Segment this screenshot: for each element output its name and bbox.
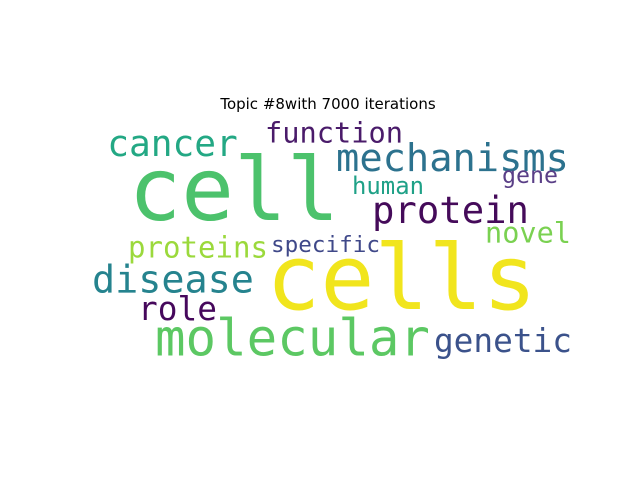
word-gene: gene — [502, 162, 558, 189]
word-mechanisms: mechanisms — [336, 136, 569, 181]
word-cells: cells — [266, 227, 536, 331]
word-specific: specific — [271, 232, 380, 258]
word-disease: disease — [92, 258, 254, 303]
word-cell: cell — [128, 139, 339, 241]
word-protein: protein — [372, 188, 529, 232]
word-proteins: proteins — [128, 231, 268, 265]
word-role: role — [138, 290, 217, 328]
word-function: function — [265, 116, 403, 150]
word-cancer: cancer — [107, 122, 238, 165]
word-human: human — [352, 172, 424, 200]
word-novel: novel — [485, 216, 571, 250]
chart-title: Topic #8with 7000 iterations — [219, 95, 436, 113]
word-molecular: molecular — [155, 309, 430, 368]
word-genetic: genetic — [434, 322, 572, 360]
